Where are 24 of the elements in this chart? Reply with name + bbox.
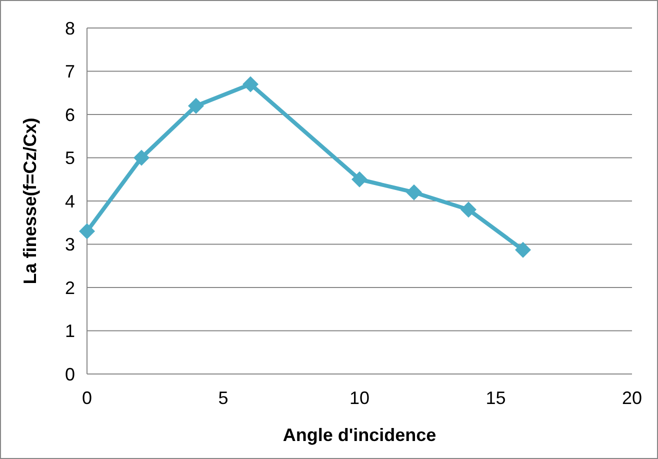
point	[406, 184, 422, 200]
y-axis-title: La finesse(f=Cz/Cx)	[20, 118, 40, 284]
point	[515, 242, 531, 258]
y-tick-label: 5	[64, 148, 75, 168]
point	[460, 202, 476, 218]
y-tick-label: 0	[64, 364, 75, 384]
x-tick-label: 15	[486, 388, 506, 408]
y-tick-label: 4	[64, 191, 75, 212]
y-tick-label: 6	[64, 104, 75, 125]
x-tick-label: 10	[349, 388, 370, 408]
point	[134, 150, 150, 166]
point	[242, 76, 258, 92]
y-tick-label: 1	[64, 321, 75, 342]
x-axis-title: Angle d'incidence	[282, 425, 436, 445]
y-tick-label: 3	[64, 234, 75, 255]
point	[79, 223, 95, 240]
x-tick-label: 5	[218, 388, 228, 408]
x-tick-label: 0	[82, 388, 92, 408]
x-tick-label: 20	[622, 388, 642, 408]
y-tick-label: 7	[64, 62, 75, 82]
y-tick-label: 2	[64, 278, 75, 298]
point	[188, 98, 204, 114]
y-tick-label: 8	[64, 18, 75, 38]
point	[352, 171, 368, 188]
